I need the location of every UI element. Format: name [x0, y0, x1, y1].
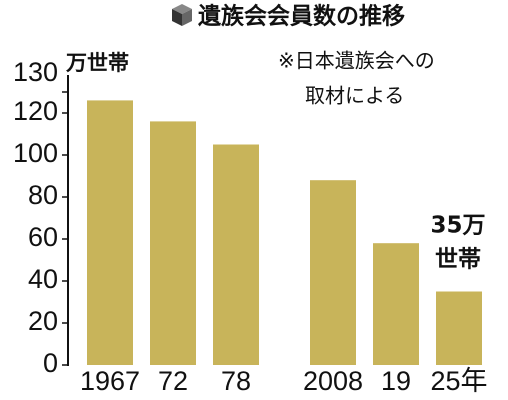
x-tick-label: 72 [158, 366, 188, 396]
x-tick-label: 25年 [430, 366, 487, 396]
bar [213, 144, 259, 365]
y-tick-label: 0 [43, 348, 58, 378]
note: 取材による [305, 84, 404, 108]
bar [436, 291, 482, 365]
y-tick-label: 40 [28, 264, 58, 294]
y-tick-label: 20 [28, 306, 58, 336]
title-icon [172, 4, 192, 26]
x-tick-label: 19 [381, 366, 411, 396]
note: ※日本遺族会への [278, 49, 435, 73]
annotation: 世帯 [435, 246, 481, 273]
y-tick-label: 130 [13, 57, 58, 87]
y-tick-label: 120 [13, 96, 58, 126]
y-tick-label: 100 [13, 138, 58, 168]
y-tick-label: 80 [28, 180, 58, 210]
annotation: 35万 [430, 213, 485, 239]
bar [87, 100, 133, 366]
y-tick-label: 60 [28, 222, 58, 252]
x-tick-label: 1967 [80, 366, 140, 396]
chart-title: 遺族会会員数の推移 [198, 3, 405, 30]
bar [310, 180, 356, 365]
x-tick-label: 78 [221, 366, 251, 396]
bar [373, 243, 419, 365]
unit-label: 万世帯 [65, 51, 129, 75]
bar [150, 121, 196, 366]
x-tick-label: 2008 [303, 366, 363, 396]
